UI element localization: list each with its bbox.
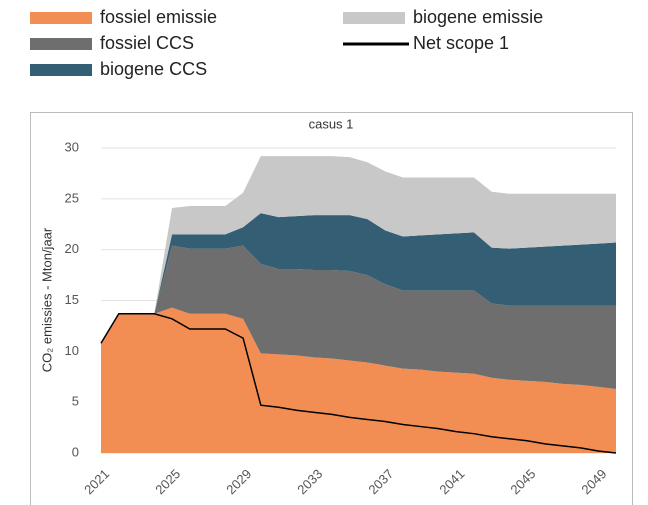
y-tick-label: 20 xyxy=(65,241,79,256)
legend-swatch xyxy=(343,12,405,24)
y-axis-label: CO₂ emissies - Mton/jaar xyxy=(39,227,54,372)
y-tick-label: 10 xyxy=(65,343,79,358)
legend-swatch xyxy=(30,12,92,24)
legend-label: fossiel CCS xyxy=(100,33,194,53)
y-tick-label: 0 xyxy=(72,444,79,459)
area xyxy=(101,245,616,389)
net-line xyxy=(100,312,617,454)
area xyxy=(101,213,616,344)
y-tick-label: 30 xyxy=(65,139,79,154)
area xyxy=(101,307,616,453)
legend-label: Net scope 1 xyxy=(413,33,509,53)
area xyxy=(101,156,616,344)
chart-title: casus 1 xyxy=(309,116,354,131)
legend-label: biogene emissie xyxy=(413,7,543,27)
y-tick-label: 5 xyxy=(72,394,79,409)
legend-label: biogene CCS xyxy=(100,59,207,79)
y-tick-label: 25 xyxy=(65,190,79,205)
y-tick-label: 15 xyxy=(65,292,79,307)
legend-label: fossiel emissie xyxy=(100,7,217,27)
legend-swatch xyxy=(30,38,92,50)
legend-swatch xyxy=(30,64,92,76)
